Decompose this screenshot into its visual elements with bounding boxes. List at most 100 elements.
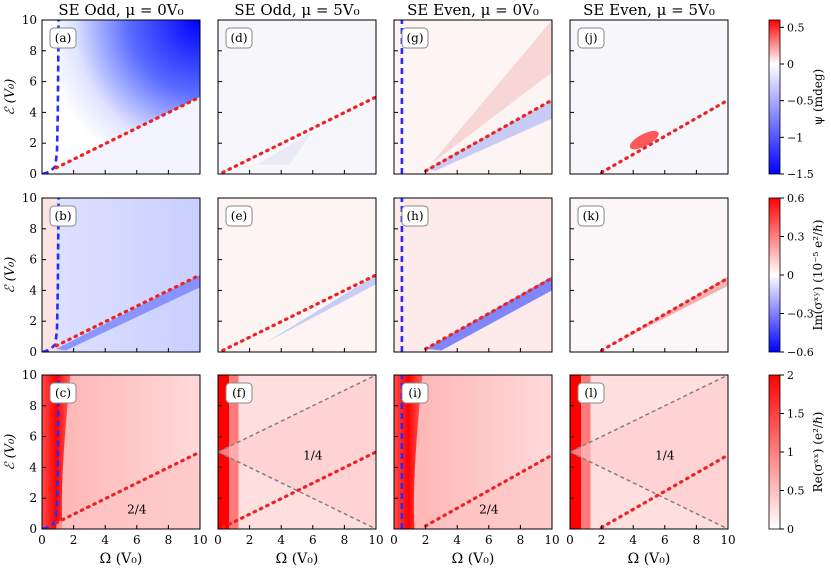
panel-label: (i) bbox=[401, 382, 429, 404]
y-axis-label: ℰ (V₀) bbox=[3, 257, 18, 294]
panel-label-text: (e) bbox=[231, 209, 247, 223]
y-tick-label: 0 bbox=[29, 167, 37, 181]
y-tick-label: 6 bbox=[29, 430, 37, 444]
red-dotted-line-even-mu0 bbox=[424, 276, 552, 351]
heatmap-red-strip bbox=[42, 375, 71, 529]
axes-frame bbox=[569, 19, 729, 175]
x-tick-label: 0 bbox=[214, 533, 222, 547]
x-tick-label: 8 bbox=[693, 533, 701, 547]
colorbar-gradient bbox=[768, 197, 781, 353]
column-title: SE Even, μ = 0V₀ bbox=[407, 1, 539, 19]
x-tick-label: 6 bbox=[309, 533, 317, 547]
colorbar-tick-label: −0.6 bbox=[787, 346, 814, 359]
red-dotted-line-even-mu5 bbox=[599, 453, 728, 529]
red-dotted-line-mu0 bbox=[54, 95, 200, 170]
panel-c: (c) 0 2 4 6 8 10 0 2 4 6 8 10 ℰ (V₀) Ω (V₀) bbox=[3, 368, 208, 567]
y-tick-label: 4 bbox=[29, 460, 37, 474]
x-tick-label: 2 bbox=[70, 533, 78, 547]
heatmap-blue-region bbox=[56, 20, 200, 168]
colorbar-label: Re(σˣˣ) (e²/ℏ) bbox=[811, 412, 825, 493]
axes-frame bbox=[393, 19, 553, 175]
colorbar-2: 0.6 0.3 0 −0.3 −0.6 Im(σˣʸ) (10⁻⁵ e²/ℏ) bbox=[768, 192, 825, 359]
x-tick-label: 6 bbox=[133, 533, 141, 547]
y-tick-label: 2 bbox=[29, 491, 37, 505]
x-tick-label: 10 bbox=[368, 533, 383, 547]
colorbars-layer: 0.5 0 −0.5 −1 −1.5 ψ (mdeg) 0.6 0.3 0 −0.3 −0.6 Im(… bbox=[768, 19, 825, 536]
panel-label: (j) bbox=[577, 27, 605, 49]
colorbar-1: 0.5 0 −0.5 −1 −1.5 ψ (mdeg) bbox=[768, 19, 825, 181]
blue-dashed-line bbox=[42, 198, 60, 352]
panel-b: (b) 0 2 4 6 8 10 ℰ (V₀) bbox=[3, 191, 201, 359]
red-dotted-line-even-mu5 bbox=[599, 276, 728, 352]
colorbar-tick-label: 1.5 bbox=[787, 408, 805, 421]
heatmap-wedge-region bbox=[570, 375, 728, 529]
panel-label-text: (b) bbox=[54, 209, 71, 223]
red-dotted-line-even-mu0 bbox=[424, 453, 552, 528]
y-tick-label: 0 bbox=[29, 522, 37, 536]
panel-label-text: (g) bbox=[406, 31, 423, 45]
heatmap-red-wedge bbox=[430, 20, 552, 165]
x-tick-label: 4 bbox=[629, 533, 637, 547]
panel-label-text: (a) bbox=[55, 31, 72, 45]
x-tick-label: 8 bbox=[165, 533, 173, 547]
colorbar-tick-label: −0.3 bbox=[787, 308, 814, 321]
panel-label-text: (h) bbox=[406, 209, 423, 223]
x-tick-label: 4 bbox=[277, 533, 285, 547]
region-annotation: 1/4 bbox=[655, 449, 675, 463]
x-tick-label: 2 bbox=[246, 533, 254, 547]
colorbar-tick-label: −0.5 bbox=[787, 95, 814, 108]
panel-i: (i) 0 2 4 6 8 10 Ω (V₀) bbox=[390, 374, 560, 567]
panel-label-text: (f) bbox=[232, 386, 246, 400]
y-tick-label: 6 bbox=[29, 75, 37, 89]
blue-dashed-line bbox=[42, 375, 60, 529]
panel-label: (b) bbox=[49, 205, 77, 227]
axes-frame bbox=[393, 374, 553, 530]
x-axis-label: Ω (V₀) bbox=[628, 551, 671, 567]
red-dotted-line-mu5 bbox=[221, 273, 376, 352]
axes-frame bbox=[41, 374, 201, 530]
x-tick-label: 0 bbox=[390, 533, 398, 547]
panel-k: (k) bbox=[569, 197, 729, 353]
heatmap-area bbox=[570, 375, 728, 529]
x-axis-label: Ω (V₀) bbox=[452, 551, 495, 567]
colorbar-tick-label: 2 bbox=[787, 369, 794, 382]
y-tick-label: 2 bbox=[29, 314, 37, 328]
y-tick-label: 4 bbox=[29, 105, 37, 119]
x-axis-label: Ω (V₀) bbox=[276, 551, 319, 567]
panel-h: (h) bbox=[393, 197, 553, 353]
panel-label: (k) bbox=[577, 205, 605, 227]
panel-label: (c) bbox=[49, 382, 77, 404]
colorbar-tick-label: 0.3 bbox=[787, 231, 805, 244]
heatmap-area bbox=[42, 20, 200, 174]
axes-frame bbox=[569, 197, 729, 353]
x-tick-label: 6 bbox=[485, 533, 493, 547]
colorbar-3: 2 1.5 1 0.5 0 Re(σˣˣ) (e²/ℏ) bbox=[768, 369, 825, 536]
heatmap-red-band bbox=[604, 276, 728, 349]
y-axis-label: ℰ (V₀) bbox=[3, 79, 18, 116]
panel-j: (j) SE Even, μ = 5V₀ bbox=[569, 1, 729, 175]
gray-dashed-line-upper bbox=[218, 375, 376, 453]
axes-frame bbox=[569, 374, 729, 530]
x-tick-label: 4 bbox=[101, 533, 109, 547]
panel-a: (a) 0 2 4 6 8 10 ℰ (V₀) SE Odd, μ = 0V₀ bbox=[3, 1, 201, 181]
column-title: SE Odd, μ = 0V₀ bbox=[58, 1, 183, 19]
panel-label: (d) bbox=[225, 27, 253, 49]
y-tick-label: 6 bbox=[29, 253, 37, 267]
red-dotted-line-even-mu5 bbox=[599, 98, 728, 174]
colorbar-tick-label: 0.5 bbox=[787, 485, 805, 498]
panel-f: (f) 0 2 4 6 8 10 Ω (V₀) bbox=[214, 374, 384, 567]
y-tick-label: 0 bbox=[29, 345, 37, 359]
colorbar-tick-label: 0.5 bbox=[787, 21, 805, 34]
heatmap-faint-region bbox=[257, 130, 313, 165]
colorbar-tick-label: 0.6 bbox=[787, 192, 805, 205]
colorbar-tick-label: 0 bbox=[787, 523, 794, 536]
blue-dashed-line bbox=[42, 20, 60, 174]
heatmap-pink-strip bbox=[42, 198, 57, 352]
panel-l: (l) 0 2 4 6 8 10 Ω (V₀) bbox=[566, 374, 736, 567]
colorbar-label: ψ (mdeg) bbox=[811, 69, 825, 125]
y-tick-label: 4 bbox=[29, 283, 37, 297]
colorbar-gradient bbox=[768, 374, 781, 530]
colorbar-tick-label: 0 bbox=[787, 269, 794, 282]
red-dotted-line-even-mu0 bbox=[424, 98, 552, 173]
panel-label: (h) bbox=[401, 205, 429, 227]
